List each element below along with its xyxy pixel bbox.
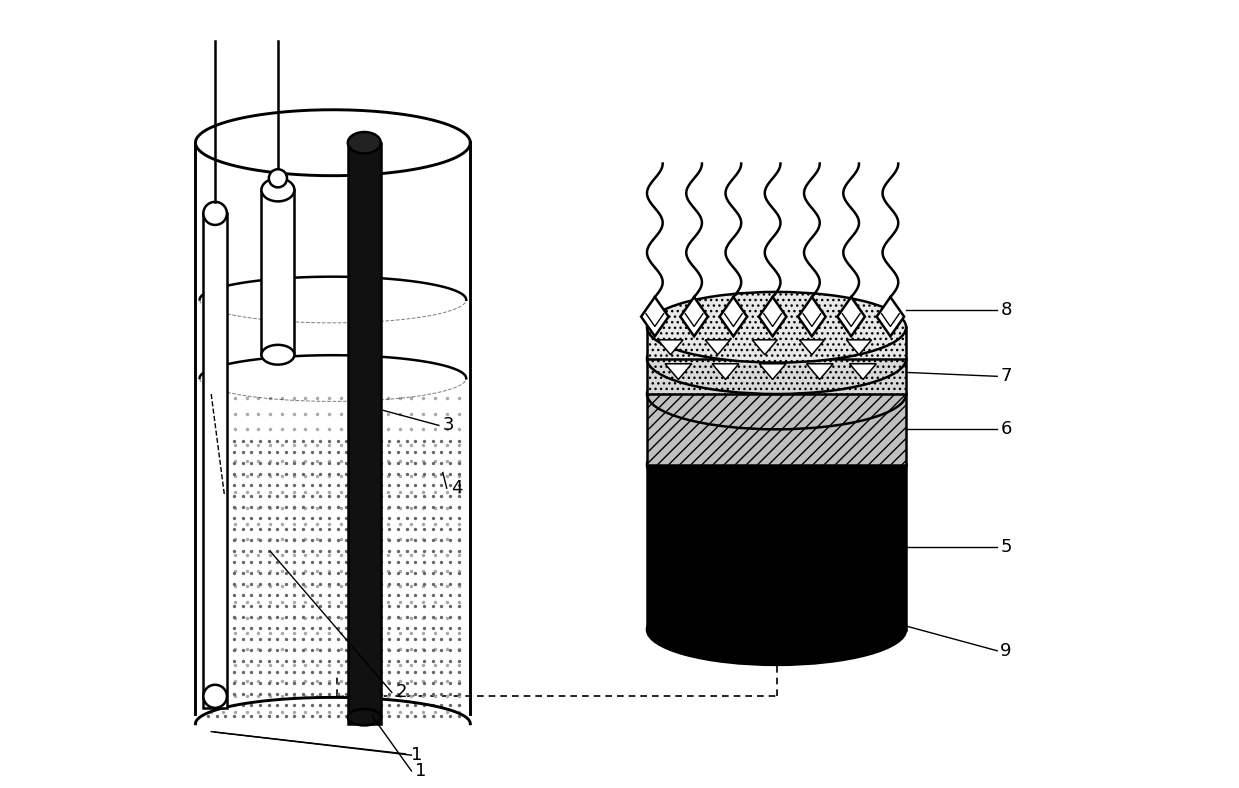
Polygon shape bbox=[807, 364, 833, 380]
Text: 8: 8 bbox=[1000, 300, 1012, 318]
Polygon shape bbox=[799, 340, 824, 355]
Polygon shape bbox=[838, 297, 865, 336]
Polygon shape bbox=[846, 340, 871, 355]
Ellipse shape bbox=[647, 292, 906, 362]
Ellipse shape bbox=[203, 202, 227, 225]
Polygon shape bbox=[641, 297, 669, 336]
Bar bbox=[203, 214, 227, 708]
Text: 5: 5 bbox=[1000, 538, 1012, 556]
Polygon shape bbox=[680, 297, 707, 336]
Text: 2: 2 bbox=[395, 683, 408, 701]
Text: 1: 1 bbox=[214, 732, 422, 764]
Ellipse shape bbox=[269, 169, 287, 188]
Bar bbox=[647, 359, 906, 394]
Bar bbox=[647, 394, 906, 465]
Text: 7: 7 bbox=[1000, 367, 1012, 385]
Ellipse shape bbox=[348, 132, 380, 154]
Polygon shape bbox=[850, 364, 876, 380]
Bar bbox=[647, 394, 906, 465]
Text: 4: 4 bbox=[451, 479, 462, 497]
Ellipse shape bbox=[261, 345, 295, 365]
Text: 1: 1 bbox=[415, 762, 426, 780]
Ellipse shape bbox=[261, 178, 295, 202]
Polygon shape bbox=[720, 297, 747, 336]
Polygon shape bbox=[705, 340, 730, 355]
Polygon shape bbox=[760, 364, 786, 380]
Polygon shape bbox=[665, 364, 691, 380]
Bar bbox=[647, 327, 906, 359]
Ellipse shape bbox=[647, 323, 906, 394]
Text: 3: 3 bbox=[442, 416, 455, 434]
Polygon shape bbox=[877, 297, 904, 336]
Bar bbox=[647, 327, 906, 359]
Text: 9: 9 bbox=[1000, 641, 1012, 660]
Polygon shape bbox=[658, 340, 683, 355]
Ellipse shape bbox=[348, 709, 380, 726]
Bar bbox=[647, 359, 906, 394]
Ellipse shape bbox=[647, 429, 906, 500]
Ellipse shape bbox=[647, 594, 906, 665]
Ellipse shape bbox=[647, 359, 906, 429]
Ellipse shape bbox=[203, 685, 227, 708]
Polygon shape bbox=[758, 297, 787, 336]
Bar bbox=[261, 190, 295, 355]
Polygon shape bbox=[712, 364, 738, 380]
Text: 6: 6 bbox=[1000, 420, 1012, 438]
Bar bbox=[647, 465, 906, 630]
Polygon shape bbox=[752, 340, 777, 355]
Polygon shape bbox=[798, 297, 825, 336]
Bar bbox=[348, 143, 380, 724]
